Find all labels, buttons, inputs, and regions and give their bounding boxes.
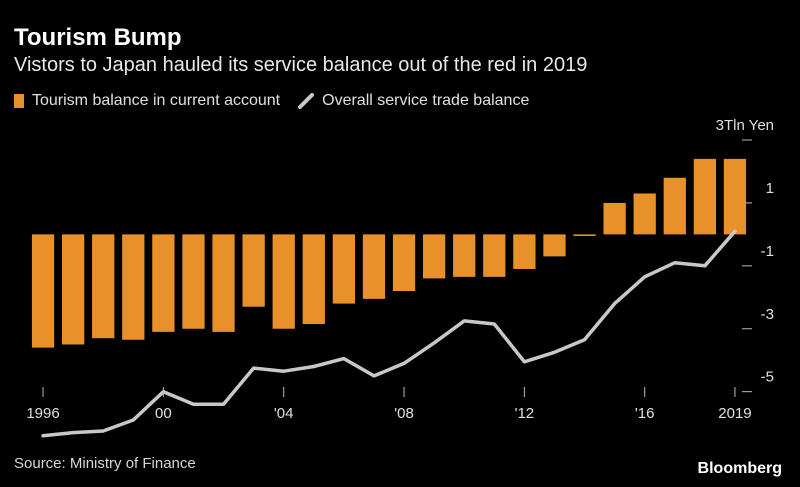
bar-2003 [242, 234, 265, 307]
bar-2004 [272, 234, 295, 329]
bar-2017 [663, 177, 686, 235]
x-tick-label: '08 [394, 405, 414, 422]
bar-2011 [483, 234, 506, 277]
x-tick-label: '04 [274, 405, 294, 422]
bar-2002 [212, 234, 235, 332]
y-tick-label: -3 [761, 306, 774, 323]
bar-2009 [422, 234, 446, 279]
bar-2019 [723, 158, 747, 235]
x-tick-label: '12 [515, 405, 535, 422]
x-tick-label: 2019 [718, 405, 751, 422]
chart-title: Tourism Bump [14, 24, 182, 51]
y-tick-label: 3Tln Yen [716, 117, 774, 134]
legend: Tourism balance in current account Overa… [14, 92, 547, 110]
bar-1996 [31, 234, 55, 348]
x-tick-label: '16 [635, 405, 655, 422]
bar-2018 [693, 158, 717, 235]
bar-1999 [122, 234, 145, 340]
x-tick-label: 1996 [26, 405, 59, 422]
legend-bar-swatch [14, 94, 24, 108]
bar-2012 [513, 234, 536, 269]
service-balance-line [41, 229, 737, 438]
legend-line-label: Overall service trade balance [322, 92, 530, 109]
bar-2016 [633, 193, 656, 235]
y-tick-label: -1 [761, 243, 774, 260]
source-note: Source: Ministry of Finance [14, 455, 196, 472]
y-tick-label: -5 [761, 369, 774, 386]
bar-2007 [362, 234, 386, 299]
y-tick-label: 1 [766, 180, 774, 197]
x-tick-label: 00 [155, 405, 172, 422]
bar-1997 [61, 234, 85, 345]
bar-2006 [332, 234, 356, 304]
bar-2001 [182, 234, 205, 329]
brand-logo: Bloomberg [697, 460, 782, 477]
legend-item-bars: Tourism balance in current account [14, 92, 280, 110]
bar-2015 [603, 202, 626, 235]
bar-2008 [392, 234, 416, 291]
bar-2014 [573, 234, 596, 236]
legend-bar-label: Tourism balance in current account [32, 92, 281, 109]
bar-2005 [302, 234, 325, 325]
chart-subtitle: Vistors to Japan hauled its service bala… [14, 54, 588, 76]
bar-2013 [543, 234, 566, 257]
legend-line-swatch [298, 93, 315, 109]
bar-2010 [453, 234, 476, 277]
bar-1998 [92, 234, 115, 339]
legend-item-line: Overall service trade balance [298, 92, 529, 110]
bar-2000 [152, 234, 175, 332]
